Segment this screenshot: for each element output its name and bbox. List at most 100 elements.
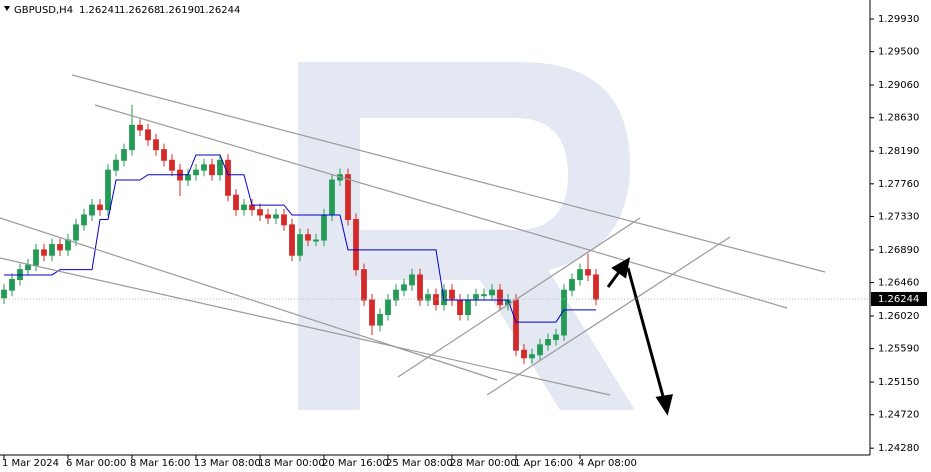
candle-body [417, 274, 423, 301]
candle-body [225, 159, 231, 196]
x-tick-label: 13 Mar 08:00 [194, 458, 261, 469]
candle-body [113, 159, 119, 171]
candle-body [345, 174, 351, 221]
y-tick-label: 1.29930 [878, 14, 919, 25]
candle-body [1, 289, 7, 299]
y-tick-label: 1.26460 [878, 278, 919, 289]
candle-body [465, 299, 471, 315]
watermark [298, 62, 635, 410]
trendline [397, 217, 641, 378]
candle-body [129, 124, 135, 151]
candle-body [145, 129, 151, 141]
x-tick-label: 1 Apr 16:00 [514, 458, 573, 469]
candle-body [521, 349, 527, 359]
candle-body [385, 299, 391, 315]
candle-body [305, 234, 311, 241]
candle-body [65, 239, 71, 251]
candle-body [233, 194, 239, 211]
y-tick-label: 1.24720 [878, 410, 919, 421]
y-tick-label: 1.28630 [878, 113, 919, 124]
candle-body [529, 354, 535, 359]
symbol: GBPUSD,H4 [14, 5, 73, 16]
quote-high: 1.26268 [119, 5, 160, 16]
candle-body [313, 239, 319, 242]
x-tick-label: 28 Mar 00:00 [450, 458, 517, 469]
candle-body [137, 124, 143, 131]
y-tick-label: 1.26020 [878, 311, 919, 322]
candle-body [537, 344, 543, 356]
candle-body [249, 204, 255, 211]
candle-body [97, 204, 103, 211]
candle-body [497, 289, 503, 306]
candle-body [81, 214, 87, 226]
candle-body [329, 179, 335, 216]
arrow-head [655, 394, 674, 416]
candle-body [321, 214, 327, 241]
candle-body [489, 289, 495, 296]
candle-body [545, 339, 551, 346]
candle-body [257, 209, 263, 216]
candle-body [377, 313, 383, 326]
candle-body [73, 224, 79, 241]
candle-body [353, 219, 359, 271]
quote-low: 1.26190 [159, 5, 200, 16]
trendline [0, 217, 498, 381]
candle-body [433, 294, 439, 306]
candle-body [185, 174, 191, 181]
candle-body [393, 289, 399, 301]
price-marker-label: 1.26244 [878, 294, 919, 305]
x-tick-label: 4 Apr 08:00 [578, 458, 637, 469]
candle-body [593, 274, 599, 300]
y-tick-label: 1.29500 [878, 47, 919, 58]
trendlines [0, 74, 826, 396]
price-marker [871, 291, 927, 306]
candle-body [273, 214, 279, 219]
arrow [626, 267, 666, 401]
x-tick-label: 1 Mar 2024 [2, 458, 59, 469]
candle-body [577, 269, 583, 281]
candle-body [209, 164, 215, 176]
candle-body [49, 244, 55, 256]
quote-close: 1.26244 [199, 5, 240, 16]
y-tick-label: 1.25150 [878, 377, 919, 388]
candle-body [121, 149, 127, 161]
x-tick-label: 18 Mar 00:00 [258, 458, 325, 469]
y-tick-label: 1.27760 [878, 179, 919, 190]
trendline [0, 257, 611, 396]
candle-body [369, 299, 375, 326]
plot-area [1, 104, 599, 364]
x-tick-label: 25 Mar 08:00 [386, 458, 453, 469]
candle-body [89, 204, 95, 216]
candle-body [281, 214, 287, 226]
candle-body [25, 264, 31, 271]
x-tick-label: 8 Mar 16:00 [130, 458, 190, 469]
candle-body [569, 279, 575, 291]
candle-body [9, 279, 15, 291]
candle-body [153, 139, 159, 151]
candle-body [265, 214, 271, 219]
y-tick-label: 1.25590 [878, 344, 919, 355]
y-tick-label: 1.26890 [878, 245, 919, 256]
y-tick-label: 1.24280 [878, 443, 919, 454]
candle-body [457, 299, 463, 315]
trendline [71, 74, 826, 273]
indicator-line [4, 154, 596, 323]
candle-body [585, 269, 591, 276]
x-tick-label: 20 Mar 16:00 [322, 458, 389, 469]
candle-body [105, 169, 111, 211]
candle-body [217, 159, 223, 176]
candle-body [161, 149, 167, 161]
candle-body [401, 284, 407, 291]
candle-body [425, 294, 431, 301]
candle-body [33, 249, 39, 266]
arrow-head [611, 257, 631, 279]
candle-body [201, 164, 207, 171]
candle-body [169, 159, 175, 171]
trendline [486, 236, 731, 396]
candle-body [553, 334, 559, 341]
candle-body [481, 294, 487, 297]
candle-body [289, 224, 295, 256]
trendline [94, 104, 788, 309]
x-tick-label: 6 Mar 00:00 [66, 458, 126, 469]
